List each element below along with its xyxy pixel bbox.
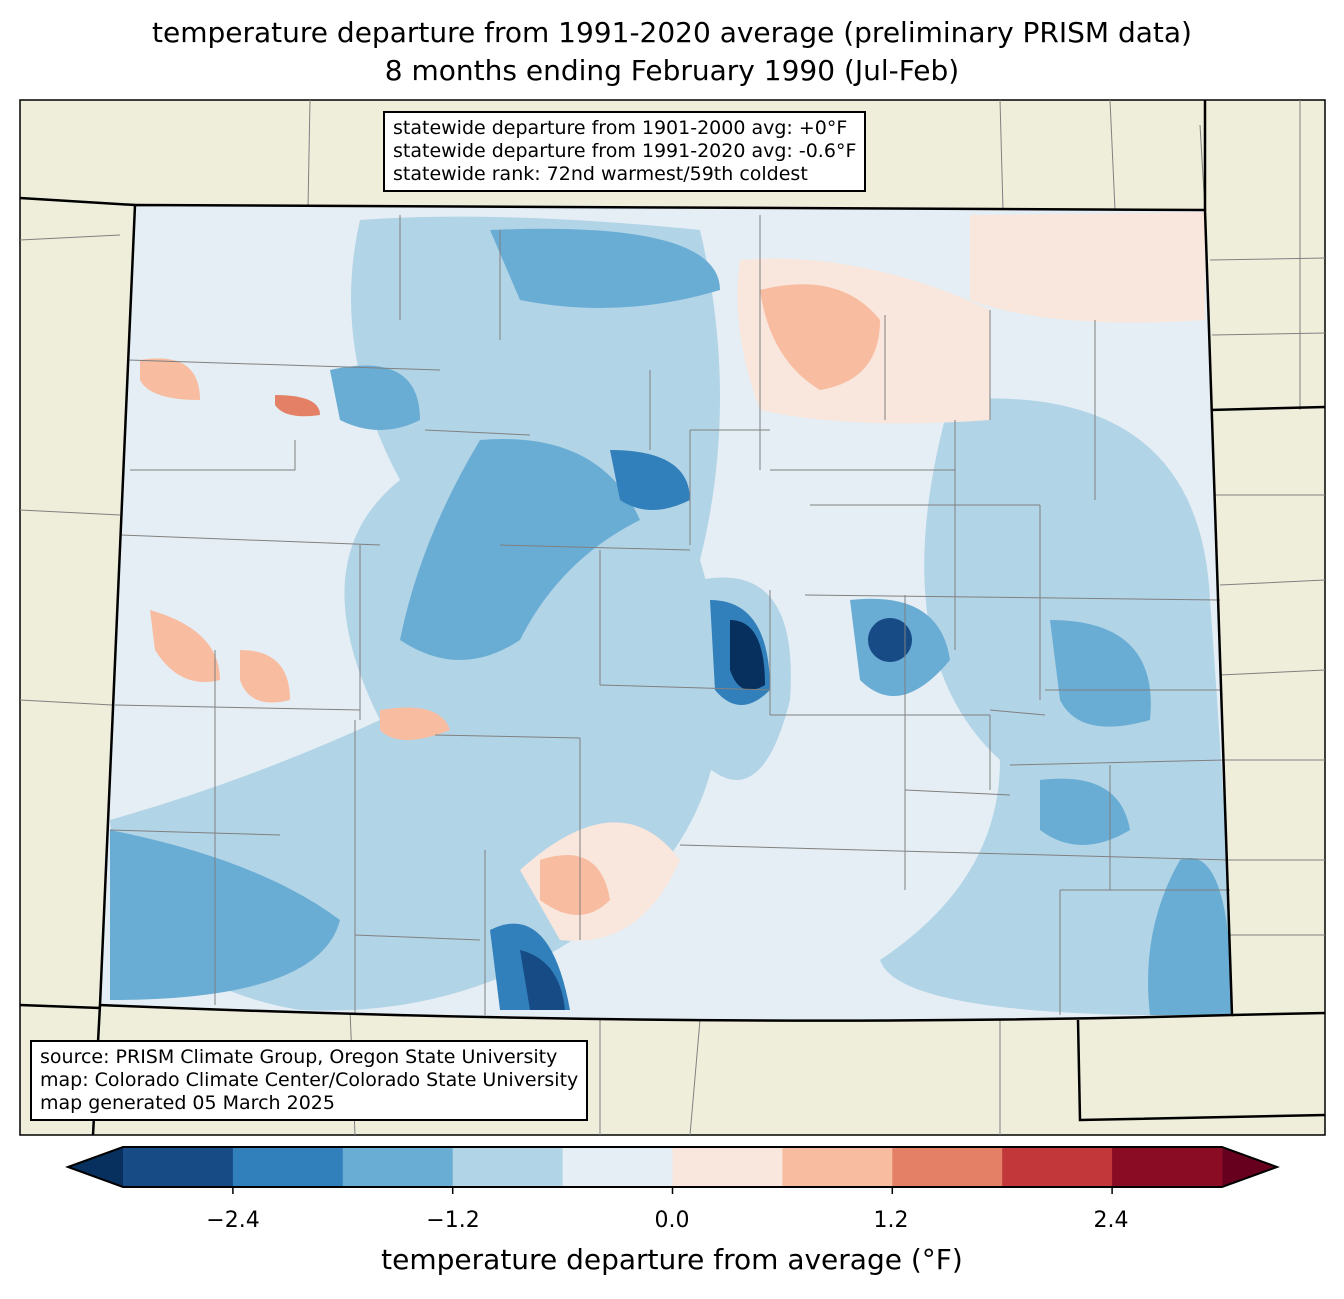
colorbar-tick-label: 1.2 [873, 1208, 909, 1233]
colorbar-segment [342, 1147, 454, 1187]
credit-generated: map generated 05 March 2025 [40, 1092, 335, 1114]
colorbar-segment [562, 1147, 673, 1187]
stat-1901-2000: statewide departure from 1901-2000 avg: … [393, 117, 848, 139]
colorbar-segment [232, 1147, 344, 1187]
colorbar-tick-label: 0.0 [654, 1208, 690, 1233]
colorbar-extend-over [1222, 1147, 1277, 1187]
colorbar-segment [892, 1147, 1003, 1187]
colorbar-segment [1002, 1147, 1113, 1187]
colorbar-tick-label: −1.2 [426, 1208, 480, 1233]
colorbar-segment [1112, 1147, 1223, 1187]
credit-source: source: PRISM Climate Group, Oregon Stat… [40, 1046, 558, 1068]
colorbar-label: temperature departure from average (°F) [381, 1243, 963, 1276]
colorado-border [98, 203, 1234, 1022]
credits-box: source: PRISM Climate Group, Oregon Stat… [30, 1040, 589, 1121]
colorbar-tick-label: 2.4 [1093, 1208, 1129, 1233]
county-lines [109, 215, 1231, 1015]
credit-map: map: Colorado Climate Center/Colorado St… [40, 1069, 579, 1091]
colorbar-tick-label: −2.4 [206, 1208, 260, 1233]
colorbar-extend-under [68, 1147, 123, 1187]
colorbar-segment [782, 1147, 893, 1187]
colorbar-segment [452, 1147, 564, 1187]
map-title: temperature departure from 1991-2020 ave… [152, 16, 1192, 49]
stat-rank: statewide rank: 72nd warmest/59th coldes… [393, 163, 808, 185]
colorbar-outline [65, 1146, 1280, 1188]
statewide-stats-box: statewide departure from 1901-2000 avg: … [383, 111, 867, 192]
colorbar [65, 1146, 1280, 1194]
colorbar-segment [123, 1147, 234, 1187]
colorbar-segment [672, 1147, 783, 1187]
colorado-temperature-field [98, 203, 1234, 1022]
state-borders [19, 100, 1326, 1136]
map-subtitle: 8 months ending February 1990 (Jul-Feb) [384, 54, 960, 87]
stat-1991-2020: statewide departure from 1991-2020 avg: … [393, 140, 857, 162]
